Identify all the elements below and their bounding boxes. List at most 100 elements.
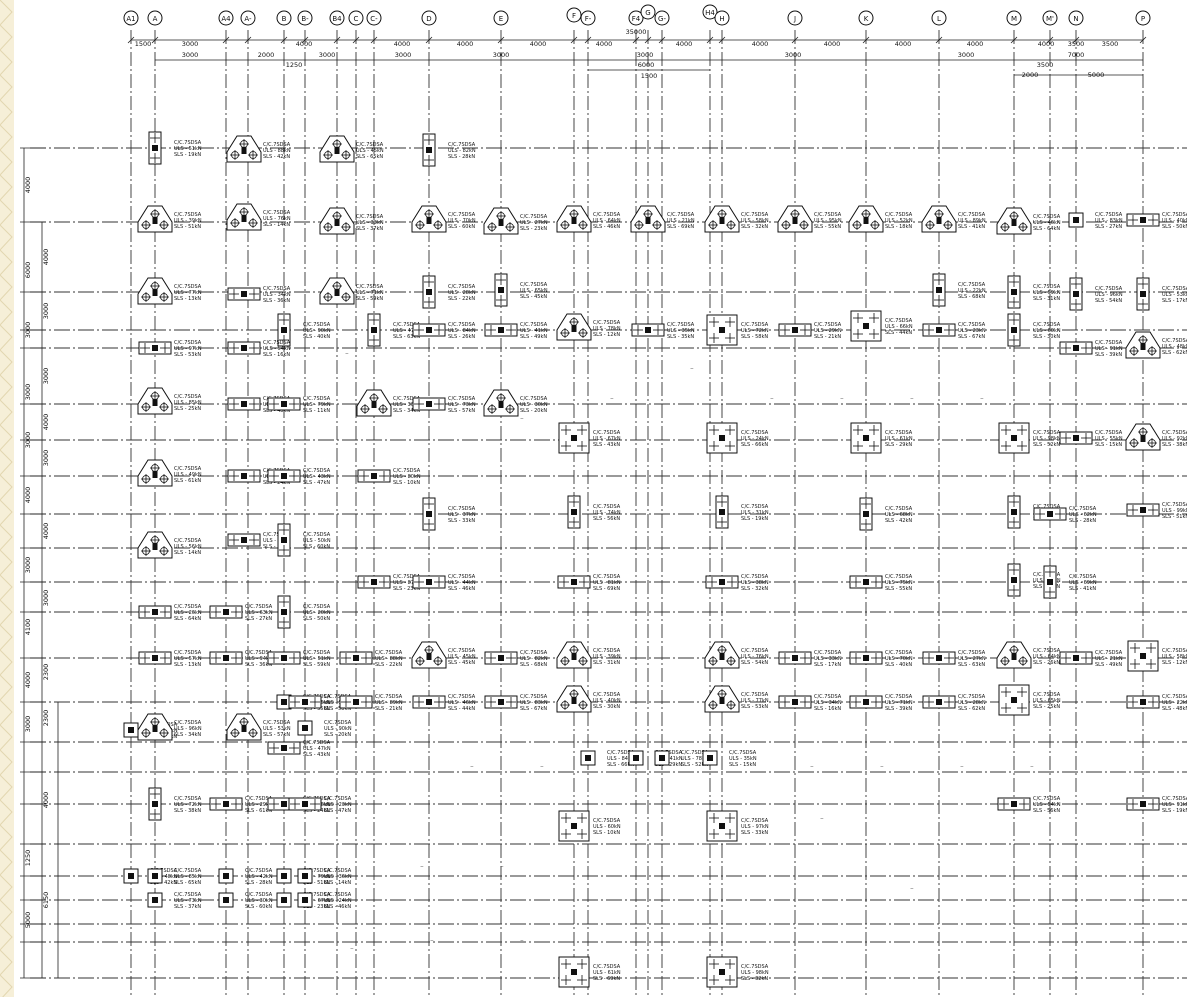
dim-tick (127, 36, 135, 44)
paper-edge-mark (0, 849, 13, 876)
footing-load-label: SLS - 23kN (303, 904, 330, 910)
reference-mark: ∽ (910, 887, 914, 892)
footing-load-label: SLS - 68kN (958, 294, 985, 300)
dim-tick (570, 36, 578, 44)
footing-load-label: SLS - 18kN (885, 224, 912, 230)
grid-bubble-L (931, 10, 947, 26)
footing-load-label: ULS - 92kN (1162, 436, 1187, 442)
footing-load-label: SLS - 59kN (356, 296, 383, 302)
footing-load-label: ULS - 24kN (324, 898, 352, 904)
footing-load-label: ULS - 70kN (885, 656, 913, 662)
footing-load-label: ULS - 60kN (1033, 328, 1061, 334)
footing-load-label: ULS - 98kN (1033, 436, 1061, 442)
footing-load-label: C/C.7SDSA (958, 282, 986, 288)
column (223, 801, 229, 807)
footing-load-label: SLS - 55kN (885, 586, 912, 592)
footing-load-label: SLS - 42kN (885, 518, 912, 524)
column (281, 873, 287, 879)
footing-load-label: ULS - 57kN (174, 656, 202, 662)
footing-load-label: SLS - 27kN (1095, 224, 1122, 230)
footing-load-label: ULS - 40kN (1162, 218, 1187, 224)
footing-load-label: ULS - 95kN (814, 218, 842, 224)
grid-label-B-: B- (301, 15, 309, 23)
footing-load-label: SLS - 21kN (375, 706, 402, 712)
grid-bubble-F- (580, 10, 596, 26)
grid-bubble-K (858, 10, 874, 26)
footing-load-label: ULS - 74kN (593, 510, 621, 516)
footing-load-label: C/C.7SDSA (174, 650, 202, 656)
footing-load-label: ULS - 62kN (1069, 512, 1097, 518)
paper-edge-mark (0, 149, 13, 176)
column (426, 699, 432, 705)
footing-load-label: C/C.7SDSA (667, 322, 695, 328)
footing-load-label: SLS - 16kN (814, 706, 841, 712)
grid-bubble-P (1135, 10, 1151, 26)
footing-load-label: ULS - 83kN (520, 700, 548, 706)
dim-left: 2300 (42, 664, 50, 681)
footing-load-label: ULS - 76kN (263, 216, 291, 222)
footing-load-label: SLS - 66kN (741, 442, 768, 448)
footing-load-label: SLS - 45kN (520, 294, 547, 300)
grid-label-M': M' (1046, 15, 1054, 23)
dim-tick (352, 36, 360, 44)
footing-load-label: C/C.7SDSA (245, 604, 273, 610)
footing-load-label: C/C.7SDSA (741, 504, 769, 510)
footing-load-label: ULS - 23kN (958, 328, 986, 334)
column (1140, 801, 1146, 807)
footing-load-label: SLS - 64kN (174, 616, 201, 622)
footing-load-label: SLS - 40kN (303, 334, 330, 340)
dim-tick (658, 36, 666, 44)
grid-bubble-C- (366, 10, 382, 26)
footing-load-label: C/C.7SDSA (958, 694, 986, 700)
footing-load-label: SLS - 26kN (448, 334, 475, 340)
column (1140, 217, 1146, 223)
grid-bubble-D (421, 10, 437, 26)
footing-load-label: C/C.7SDSA (448, 396, 476, 402)
paper-edge-mark (0, 799, 13, 826)
footing-load-label: ULS - 80kN (393, 474, 421, 480)
footing-load-label: C/C.7SDSA (1033, 322, 1061, 328)
dim-top-1: 4000 (752, 40, 769, 48)
footing-load-label: ULS - 89kN (958, 218, 986, 224)
paper-edge-strip (0, 0, 14, 997)
column (1011, 219, 1017, 226)
dim-tick (222, 36, 230, 44)
footing-load-label: C/C.7SDSA (303, 468, 331, 474)
column (334, 289, 340, 296)
reference-mark: ∽ (880, 765, 884, 770)
dim-top-1: 4000 (824, 40, 841, 48)
footing-load-label: SLS - 46kN (593, 224, 620, 230)
footing-load-label: C/C.7SDSA (667, 212, 695, 218)
column (707, 755, 713, 761)
column (863, 217, 869, 224)
footing-load-label: ULS - 45kN (448, 654, 476, 660)
footing-load-label: ULS - 28kN (958, 700, 986, 706)
column (152, 897, 158, 903)
footing-load-label: C/C.7SDSA (263, 720, 291, 726)
footing-load-label: SLS - 28kN (1069, 518, 1096, 524)
footing-load-label: C/C.7SDSA (1033, 692, 1061, 698)
footing-load-label: SLS - 27kN (245, 616, 272, 622)
footing-load-label: SLS - 46kN (448, 586, 475, 592)
footing-load-label: SLS - 63kN (393, 334, 420, 340)
